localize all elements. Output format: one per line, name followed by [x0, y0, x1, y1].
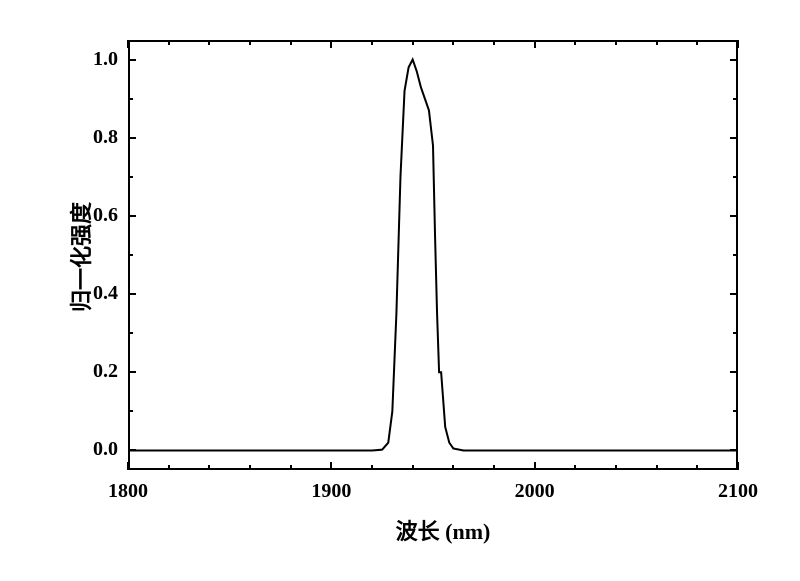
x-tick-label: 1900: [296, 480, 366, 503]
x-minor-tick: [574, 465, 576, 470]
x-minor-tick: [412, 40, 414, 45]
y-minor-tick: [128, 98, 133, 100]
spectrum-path: [128, 60, 738, 451]
x-tick-label: 1800: [93, 480, 163, 503]
y-tick: [128, 215, 136, 217]
x-tick: [737, 462, 739, 470]
y-tick-label: 1.0: [68, 48, 118, 71]
x-minor-tick: [249, 40, 251, 45]
y-minor-tick: [733, 176, 738, 178]
y-tick: [128, 293, 136, 295]
y-minor-tick: [128, 332, 133, 334]
y-tick-label: 0.4: [68, 282, 118, 305]
y-minor-tick: [128, 176, 133, 178]
x-minor-tick: [574, 40, 576, 45]
x-tick: [127, 462, 129, 470]
x-minor-tick: [696, 465, 698, 470]
y-tick: [730, 449, 738, 451]
x-minor-tick: [615, 40, 617, 45]
x-tick-label: 2100: [703, 480, 773, 503]
y-tick: [730, 59, 738, 61]
x-tick-label: 2000: [500, 480, 570, 503]
x-tick: [737, 40, 739, 48]
x-tick: [127, 40, 129, 48]
y-tick: [730, 293, 738, 295]
y-tick: [128, 137, 136, 139]
x-minor-tick: [696, 40, 698, 45]
x-minor-tick: [208, 465, 210, 470]
y-minor-tick: [733, 98, 738, 100]
y-tick: [128, 59, 136, 61]
x-tick: [330, 462, 332, 470]
y-tick: [730, 371, 738, 373]
y-tick: [730, 215, 738, 217]
y-tick-label: 0.6: [68, 204, 118, 227]
x-minor-tick: [656, 40, 658, 45]
y-tick: [128, 449, 136, 451]
x-minor-tick: [452, 465, 454, 470]
x-minor-tick: [371, 40, 373, 45]
y-minor-tick: [128, 410, 133, 412]
x-minor-tick: [493, 40, 495, 45]
x-minor-tick: [615, 465, 617, 470]
x-minor-tick: [168, 40, 170, 45]
x-minor-tick: [452, 40, 454, 45]
x-tick: [534, 40, 536, 48]
y-minor-tick: [733, 254, 738, 256]
x-minor-tick: [290, 465, 292, 470]
y-minor-tick: [733, 410, 738, 412]
x-minor-tick: [412, 465, 414, 470]
y-minor-tick: [128, 254, 133, 256]
x-tick: [330, 40, 332, 48]
chart-container: 归一化强度 波长 (nm) 0.00.20.40.60.81.018001900…: [0, 0, 800, 581]
x-minor-tick: [493, 465, 495, 470]
x-minor-tick: [168, 465, 170, 470]
y-tick: [128, 371, 136, 373]
y-tick-label: 0.8: [68, 126, 118, 149]
x-minor-tick: [290, 40, 292, 45]
x-minor-tick: [249, 465, 251, 470]
y-tick-label: 0.2: [68, 360, 118, 383]
x-minor-tick: [208, 40, 210, 45]
y-tick-label: 0.0: [68, 438, 118, 461]
x-minor-tick: [656, 465, 658, 470]
y-tick: [730, 137, 738, 139]
x-minor-tick: [371, 465, 373, 470]
x-tick: [534, 462, 536, 470]
y-minor-tick: [733, 332, 738, 334]
